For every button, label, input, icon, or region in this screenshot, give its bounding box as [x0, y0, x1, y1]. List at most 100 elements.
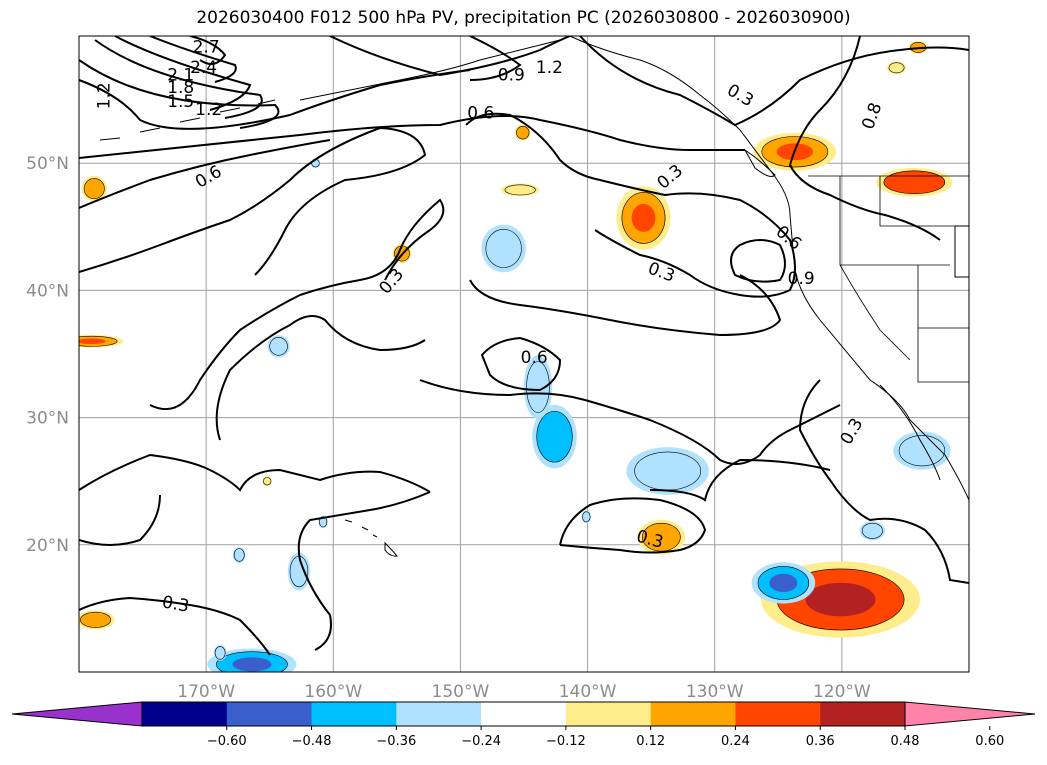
colorbar-tick-label: −0.60 — [207, 734, 247, 749]
precip-blob — [213, 644, 227, 661]
hawaii-islands — [344, 519, 398, 557]
political-borders — [808, 175, 969, 383]
pv-contour-labels: 2.72.42.11.81.5 1.21.20.9 1.20.60.60.30.30… — [94, 37, 886, 616]
pv-contour-0.3-hawaii — [297, 491, 431, 651]
state-borders — [839, 176, 969, 383]
precip-blob — [318, 515, 328, 529]
pv-contour-0.3-east — [788, 36, 941, 241]
north-america-coastline — [569, 36, 969, 501]
pv-contour-1.8 — [94, 39, 263, 119]
colorbar-segment — [226, 702, 313, 726]
precip-blob — [876, 167, 953, 197]
precip-blob — [581, 510, 592, 524]
precip-blob-core — [888, 62, 905, 74]
pv-contour-label: 1.2 — [536, 58, 563, 78]
pv-contour-1.2-north — [469, 36, 522, 81]
pv-contour-0.3-south — [79, 453, 431, 493]
pv-contour-label: 1.2 — [94, 82, 114, 109]
colorbar-tick-label: −0.24 — [461, 734, 501, 749]
precip-blob — [514, 124, 531, 141]
colorbar-tick-label: −0.48 — [292, 734, 332, 749]
lat-tick-label: 40°N — [26, 281, 69, 301]
colorbar-tick-label: 0.36 — [806, 734, 835, 749]
lon-tick-label: 120°W — [813, 682, 871, 702]
pv-contour-label: 0.9 — [788, 269, 815, 289]
colorbar-segment — [481, 702, 567, 726]
precip-blob — [886, 61, 907, 75]
precip-blob — [616, 186, 671, 250]
pv-contour-label: 1.5 — [167, 92, 194, 112]
precip-blob-core — [269, 337, 288, 356]
precip-blob-peak — [769, 573, 798, 593]
pv-contour-label: 2.1 — [167, 65, 194, 85]
pv-contour-label: 1.8 — [167, 78, 194, 98]
precip-blob-core — [79, 611, 112, 628]
precip-blob-core — [898, 435, 946, 467]
precip-blob-peak — [232, 657, 272, 672]
pv-contour-0.3-midpacific — [149, 198, 445, 410]
pv-contour-label: 0.9 — [498, 65, 525, 85]
map-area: 2.72.42.11.81.5 1.21.20.9 1.20.60.60.30.30… — [79, 36, 969, 672]
pv-contour-0.3-big — [469, 274, 782, 337]
pv-contour-0.3-south2 — [79, 494, 161, 546]
precip-blob — [81, 175, 107, 202]
precip-blob — [751, 562, 816, 604]
pv-contours — [79, 36, 969, 656]
pv-contour-0.9-oregon — [730, 239, 786, 283]
pv-contour-0.6-bc — [579, 36, 969, 127]
pv-contour-0.6-alaska — [79, 139, 331, 209]
colorbar — [11, 701, 1036, 727]
precip-blob-core — [83, 178, 105, 200]
precip-blob-core — [485, 229, 522, 268]
precip-blob-core — [634, 451, 702, 491]
baja-coastline — [879, 384, 941, 481]
precip-blob — [79, 334, 124, 348]
lon-tick-label: 140°W — [559, 682, 617, 702]
pv-contour-0.3-bottom — [649, 458, 831, 502]
precip-blob-peak — [897, 175, 932, 189]
colorbar-segment — [311, 702, 397, 726]
coastlines — [99, 36, 969, 557]
precip-blob-peak — [79, 338, 106, 345]
precip-blob — [79, 610, 115, 630]
lat-tick-label: 50°N — [26, 154, 69, 174]
colorbar-extend-high — [904, 701, 1036, 727]
lon-tick-label: 160°W — [304, 682, 362, 702]
great-lakes-edge — [954, 225, 969, 278]
precip-blob-peak — [631, 203, 656, 232]
colorbar-tick-label: 0.60 — [975, 734, 1004, 749]
colorbar-tick-label: −0.36 — [376, 734, 416, 749]
precip-blob — [859, 521, 886, 541]
pv-contour-1.2-west — [79, 69, 471, 130]
pv-contour-0.3-east-south — [559, 497, 707, 554]
precip-blob-core — [214, 646, 226, 660]
colorbar-tick-label: −0.12 — [546, 734, 586, 749]
precip-blob — [232, 547, 246, 563]
precip-blob — [501, 183, 540, 197]
precip-blob-core — [263, 477, 272, 486]
precip-blob-core — [582, 511, 591, 523]
lon-tick-label: 150°W — [432, 682, 490, 702]
pv-contour-0.6-north — [79, 115, 745, 159]
precip-blob — [893, 431, 951, 470]
pv-contour-0.3-south3 — [79, 596, 271, 656]
colorbar-segment — [735, 702, 821, 726]
colorbar-segment — [650, 702, 736, 726]
precip-blob-peak — [544, 422, 565, 451]
precip-blob — [287, 552, 311, 591]
pv-contour-0.3-far-east — [798, 379, 969, 584]
pv-contour-label: 2.4 — [190, 58, 217, 78]
chart-title: 2026030400 F012 500 hPa PV, precipitatio… — [196, 8, 851, 28]
pv-contour-2.1 — [114, 36, 252, 111]
precip-blob — [637, 519, 686, 555]
precip-blob-core — [516, 126, 530, 140]
latitude-labels: 20°N 30°N 40°N 50°N — [26, 154, 69, 556]
pv-contour-label: 1.2 — [195, 100, 222, 120]
precip-blob — [262, 476, 272, 486]
colorbar-segment — [820, 702, 906, 726]
pv-contour-0.9-north — [329, 36, 571, 77]
pv-contour-label: 0.6 — [521, 348, 548, 368]
precip-blob-core — [526, 361, 550, 413]
precip-blob — [626, 447, 709, 495]
